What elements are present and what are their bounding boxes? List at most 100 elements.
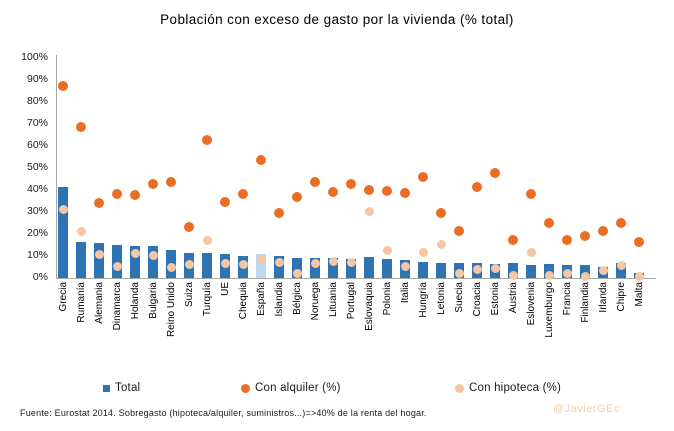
dot-hipoteca [148,251,158,260]
total-swatch-icon [103,384,110,392]
y-axis-label: 40% [26,183,48,195]
y-axis-label: 10% [26,249,48,261]
dot-alquiler [58,81,68,92]
x-axis-label: Italia [399,282,411,304]
y-axis-label: 0% [32,271,48,283]
x-axis-label: Chipre [615,282,627,312]
bar-total [292,257,302,278]
dot-hipoteca [310,258,320,268]
bar-total [94,243,104,278]
dot-hipoteca [472,265,482,275]
legend-item-alquiler[interactable]: Con alquiler (%) [241,380,341,396]
x-axis-label: Finlandia [579,282,591,323]
dot-alquiler [616,217,626,228]
dot-hipoteca [112,262,122,271]
dot-alquiler [490,168,500,178]
x-axis-label: Eslovaquia [363,282,375,331]
dot-alquiler [220,196,230,207]
legend: Total Con alquiler (%) Con hipoteca (%) [0,380,674,396]
dot-hipoteca [418,247,428,257]
bar-total [580,265,590,278]
alquiler-swatch-icon [241,383,250,393]
x-axis-label: Eslovenia [525,282,537,326]
x-axis-label: Alemania [93,282,105,324]
dot-alquiler [454,226,464,237]
dot-alquiler [526,188,536,199]
dot-hipoteca [544,270,554,280]
dot-hipoteca [580,271,590,281]
dot-hipoteca [94,249,104,259]
x-axis-label: Reino Unido [165,282,177,338]
source-note: Fuente: Eurostat 2014. Sobregasto (hipot… [20,408,427,418]
dot-hipoteca [328,256,338,266]
dot-hipoteca [616,260,626,270]
dot-hipoteca [58,204,68,214]
dot-alquiler [166,176,176,187]
dot-hipoteca [256,255,266,265]
dot-hipoteca [220,258,230,268]
x-axis-label: Lituania [327,282,339,318]
x-axis-label: Suiza [183,282,195,308]
bar-total [148,245,158,278]
dot-hipoteca [454,268,464,278]
y-axis-label: 100% [21,51,48,63]
legend-item-hipoteca[interactable]: Con hipoteca (%) [455,380,561,396]
dot-alquiler [400,187,410,198]
x-axis-label: Grecia [57,282,69,312]
x-axis-label: Polonia [381,282,393,316]
x-axis-label: Bélgica [291,282,303,315]
chart-title: Población con exceso de gasto por la viv… [160,12,514,27]
x-axis-line [56,278,656,279]
dot-alquiler [544,217,554,228]
dot-alquiler [256,154,266,165]
dot-alquiler [184,221,194,232]
dot-alquiler [148,179,158,189]
y-axis-label: 70% [26,117,48,129]
y-axis-label: 80% [26,95,48,107]
dot-alquiler [112,188,122,199]
dot-hipoteca [184,259,194,269]
x-axis-label: Croacia [471,282,483,317]
bar-total [346,258,356,278]
x-axis-label: UE [219,282,231,296]
hipoteca-swatch-icon [455,383,464,393]
bar-total [76,242,86,278]
x-axis-label: Noruega [309,282,321,321]
x-axis-label: Suecia [453,282,465,313]
dot-alquiler [598,226,608,237]
dot-alquiler [310,176,320,187]
dot-hipoteca [508,270,518,280]
dot-alquiler [346,179,356,189]
dot-alquiler [436,207,446,218]
dot-alquiler [202,135,212,145]
bar-total [202,253,212,278]
bar-total [256,254,266,278]
x-axis-label: Malta [633,282,645,307]
bar-total [382,258,392,278]
x-axis-label: Francia [561,282,573,316]
x-axis-label: Dinamarca [111,282,123,331]
bar-total [58,187,68,278]
legend-item-total[interactable]: Total [103,380,140,396]
dot-hipoteca [292,268,302,278]
bar-total [436,263,446,278]
dot-alquiler [328,186,338,197]
dot-alquiler [508,235,518,246]
dot-hipoteca [238,259,248,269]
dot-alquiler [472,182,482,193]
x-axis-label: Turquía [201,282,213,317]
y-axis-label: 50% [26,161,48,173]
legend-label-total: Total [115,382,141,394]
dot-alquiler [364,184,374,195]
x-axis-label: Islandia [273,282,285,317]
legend-label-alquiler: Con alquiler (%) [255,382,341,394]
legend-label-hipoteca: Con hipoteca (%) [469,382,562,394]
bar-total [274,255,284,278]
y-axis-label: 90% [26,73,48,85]
x-axis-label: Irlanda [597,282,609,313]
dot-hipoteca [346,257,356,267]
dot-hipoteca [526,247,536,257]
dot-hipoteca [364,207,374,216]
dot-alquiler [130,190,140,200]
x-axis-label: Bulgaria [147,282,159,319]
